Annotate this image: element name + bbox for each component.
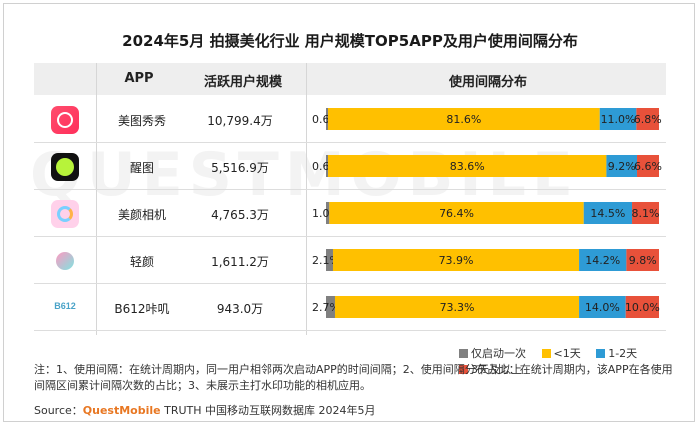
legend-swatch (459, 365, 468, 374)
app-name: B612咔叽 (114, 302, 170, 316)
chart-title: 2024年5月 拍摄美化行业 用户规模TOP5APP及用户使用间隔分布 (122, 32, 578, 50)
active-users-value: 10,799.4万 (207, 114, 273, 128)
bar-segment (328, 155, 607, 177)
table-row (34, 284, 666, 331)
header-app: APP (124, 71, 154, 86)
active-users-value: 943.0万 (216, 302, 264, 316)
data-label: 2.1% (312, 254, 340, 267)
footnote: 注：1、使用间隔：在统计周期内，同一用户相邻两次启动APP的时间间隔；2、使用间… (34, 363, 673, 392)
bar-segment (636, 108, 659, 130)
bar-segment (599, 108, 637, 130)
table-row (34, 96, 666, 143)
qingyan-app-icon (51, 247, 79, 275)
legend: 仅启动一次 <1天 1-2天 3天及以上 (447, 345, 700, 377)
data-label: 9.2% (608, 160, 636, 173)
header-users: 活跃用户规模 (203, 75, 282, 90)
source-brand: QuestMobile (82, 404, 161, 417)
table-row (34, 237, 666, 284)
bar-segment (579, 296, 626, 318)
bar-segment (328, 108, 600, 130)
data-label: 9.8% (629, 254, 657, 267)
data-label: 81.6% (446, 113, 481, 126)
chart-frame (3, 3, 695, 422)
data-label: 76.4% (439, 207, 474, 220)
bar-segment (334, 296, 580, 318)
legend-swatch (541, 349, 551, 358)
data-label: 73.9% (439, 254, 474, 267)
legend-label: <1天 (553, 347, 581, 360)
header-distribution: 使用间隔分布 (448, 75, 527, 90)
legend-label: 3天及以上 (471, 363, 522, 376)
bar-segment (332, 249, 580, 271)
data-label: 14.0% (585, 301, 620, 314)
bar-segment (326, 249, 333, 271)
app-name: 轻颜 (129, 255, 154, 269)
legend-item: 1-2天 (596, 345, 637, 361)
data-label: 10.0% (625, 301, 660, 314)
column-divider (96, 63, 97, 335)
legend-item: 3天及以上 (459, 361, 522, 377)
table-row (34, 143, 666, 190)
bar-segment (326, 296, 335, 318)
bar-segment (625, 296, 659, 318)
data-label: 6.6% (634, 160, 662, 173)
bar-segment (329, 202, 584, 224)
bar-segment (579, 249, 627, 271)
table-row (34, 190, 666, 237)
bar-segment (632, 202, 659, 224)
data-label: 14.2% (585, 254, 620, 267)
column-divider (306, 63, 307, 335)
data-label: 6.8% (634, 113, 662, 126)
bar-segment (606, 155, 638, 177)
legend-label: 1-2天 (608, 347, 638, 360)
bar-segment (326, 202, 330, 224)
xingtu-app-icon (51, 153, 79, 181)
bar-segment (626, 249, 659, 271)
active-users-value: 5,516.9万 (211, 161, 269, 175)
meitu-xiuxiu-app-icon (51, 106, 79, 134)
legend-item: 仅启动一次 (459, 345, 526, 361)
data-label: 83.6% (450, 160, 485, 173)
legend-item: <1天 (541, 345, 581, 361)
bar-segment (583, 202, 633, 224)
data-label: 14.5% (590, 207, 625, 220)
source-prefix: Source： (34, 404, 83, 417)
data-label: 2.7% (312, 301, 340, 314)
data-label: 11.0% (601, 113, 636, 126)
legend-swatch (459, 349, 468, 358)
active-users-value: 4,765.3万 (211, 208, 269, 222)
bar-segment (637, 155, 659, 177)
meiyan-camera-app-icon (51, 200, 79, 228)
active-users-value: 1,611.2万 (211, 255, 269, 269)
legend-label: 仅启动一次 (471, 347, 526, 360)
bar-segment (326, 155, 328, 177)
bar-segment (326, 108, 328, 130)
app-name: 美图秀秀 (117, 114, 166, 128)
source-line: Source：QuestMobile TRUTH 中国移动互联网数据库 2024… (34, 402, 376, 418)
app-name: 美颜相机 (117, 208, 166, 222)
legend-swatch (596, 349, 606, 358)
source-text: TRUTH 中国移动互联网数据库 2024年5月 (160, 404, 376, 417)
data-label: 73.3% (440, 301, 475, 314)
table-header (34, 63, 666, 95)
app-name: 醒图 (129, 161, 154, 175)
data-label: 8.1% (632, 207, 660, 220)
b612-app-icon: B612 (51, 294, 79, 322)
